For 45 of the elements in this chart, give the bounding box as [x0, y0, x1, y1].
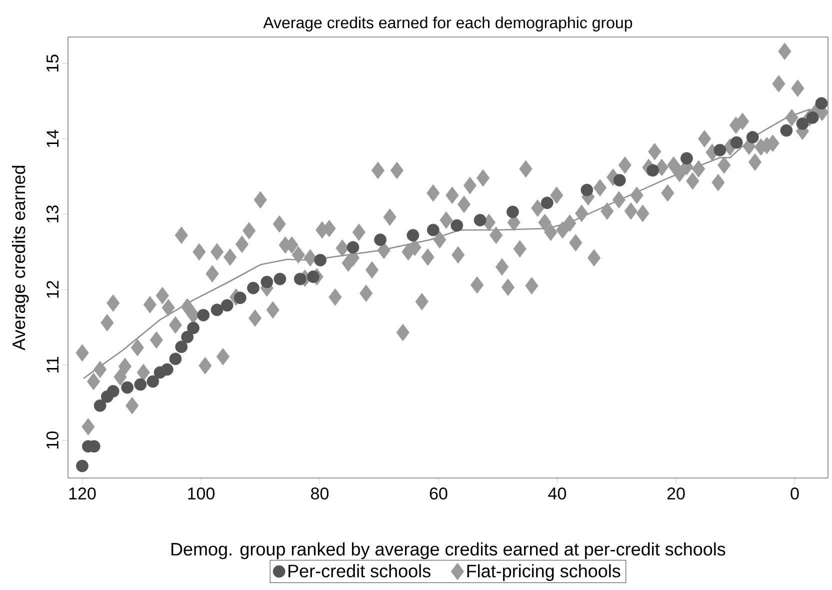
point: [406, 229, 420, 242]
point: [540, 196, 554, 210]
point: [181, 330, 194, 344]
y-axis-title: Average credits earned: [12, 166, 29, 350]
point: [146, 375, 160, 388]
x-tick-label: 80: [311, 488, 329, 500]
point: [294, 272, 306, 286]
point: [234, 292, 246, 304]
point: [94, 399, 106, 412]
chart-title: Average credits earned for each demographic group: [263, 16, 632, 32]
point: [106, 385, 120, 398]
point: [197, 308, 210, 322]
y-tick-label: 10: [46, 432, 58, 448]
point: [274, 272, 286, 286]
y-tick-label: 12: [46, 280, 58, 298]
point: [450, 219, 464, 232]
point: [247, 282, 260, 294]
y-tick-label: 13: [46, 205, 58, 222]
y-tick-label: 14: [46, 130, 58, 147]
point: [806, 111, 819, 124]
point: [160, 363, 174, 376]
point: [210, 304, 224, 316]
point: [780, 124, 793, 137]
x-axis-title: Demog. group ranked by average credits earned at per-credit schools: [171, 542, 726, 560]
legend-label: Flat-pricing schools: [467, 564, 620, 581]
x-tick-label: 20: [667, 488, 685, 500]
y-tick-label: 11: [46, 356, 58, 372]
x-tick-label: 60: [430, 488, 448, 500]
legend-label: Per-credit schools: [288, 564, 430, 578]
y-tick-label: 15: [46, 54, 58, 72]
x-tick-label: 0: [790, 488, 799, 500]
point: [169, 352, 182, 366]
point: [76, 460, 88, 472]
point: [426, 224, 440, 236]
point: [374, 234, 387, 246]
point: [121, 381, 134, 394]
point: [220, 299, 234, 312]
point: [187, 322, 200, 334]
point: [175, 340, 188, 354]
point: [134, 378, 147, 391]
x-tick-label: 100: [188, 488, 215, 500]
x-tick-label: 120: [69, 488, 96, 500]
point: [307, 270, 320, 283]
x-tick-label: 40: [548, 488, 566, 500]
point: [314, 254, 327, 266]
